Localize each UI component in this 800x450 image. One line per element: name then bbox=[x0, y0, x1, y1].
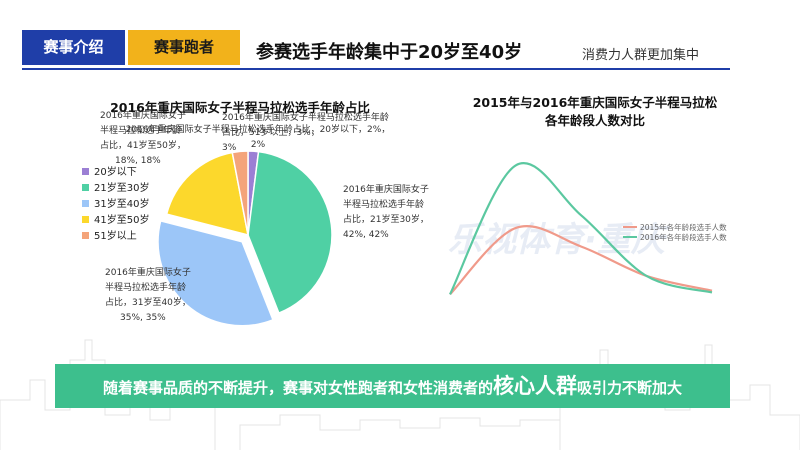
legend-swatch bbox=[82, 200, 89, 207]
data-label: 占比，41岁至50岁， bbox=[100, 139, 186, 151]
title-divider bbox=[22, 68, 730, 70]
legend-swatch bbox=[82, 232, 89, 239]
banner-suffix: 吸引力不断加大 bbox=[577, 379, 683, 397]
data-label: 占比，51岁以上，3%， bbox=[222, 126, 320, 138]
data-label: 3% bbox=[222, 143, 237, 153]
legend-label: 20岁以下 bbox=[94, 165, 137, 178]
data-label: 2016年重庆国际女子 bbox=[343, 183, 429, 195]
summary-banner: 随着赛事品质的不断提升，赛事对女性跑者和女性消费者的核心人群吸引力不断加大 bbox=[55, 364, 730, 408]
legend-swatch bbox=[82, 168, 89, 175]
legend-label: 2016年各年龄段选手人数 bbox=[640, 232, 727, 242]
data-label: 42%, 42% bbox=[343, 230, 389, 240]
data-label: 2016年重庆国际女子 bbox=[100, 109, 186, 121]
pie-slice bbox=[157, 219, 274, 327]
data-label: 半程马拉松选手年龄 bbox=[343, 198, 424, 210]
legend-label: 31岁至40岁 bbox=[94, 197, 149, 210]
data-label: 2016年重庆国际女子 bbox=[105, 266, 191, 278]
series-line bbox=[449, 225, 713, 296]
pie-slice bbox=[165, 151, 249, 237]
tab-event-intro[interactable]: 赛事介绍 bbox=[22, 30, 125, 65]
tab-event-runners[interactable]: 赛事跑者 bbox=[128, 30, 240, 65]
page-title: 参赛选手年龄集中于20岁至40岁 bbox=[256, 42, 523, 63]
legend-label: 41岁至50岁 bbox=[94, 213, 149, 226]
line-title-line1: 2015年与2016年重庆国际女子半程马拉松 bbox=[473, 95, 718, 110]
banner-highlight: 核心人群 bbox=[493, 374, 577, 398]
data-label: 2016年重庆国际女子半程马拉松选手年龄 bbox=[222, 111, 389, 123]
pie-slice bbox=[247, 150, 333, 315]
data-label: 占比，31岁至40岁， bbox=[105, 296, 191, 308]
legend-label: 21岁至30岁 bbox=[94, 181, 149, 194]
legend-label: 2015年各年龄段选手人数 bbox=[640, 222, 727, 232]
page-subtitle: 消费力人群更加集中 bbox=[582, 48, 700, 63]
data-label: 占比，21岁至30岁， bbox=[343, 213, 429, 225]
line-chart: 2015年与2016年重庆国际女子半程马拉松 各年龄段人数对比 2015年各年龄… bbox=[449, 95, 727, 296]
line-title-line2: 各年龄段人数对比 bbox=[544, 113, 646, 128]
legend-label: 51岁以上 bbox=[94, 229, 137, 242]
legend-swatch bbox=[82, 216, 89, 223]
pie-slice bbox=[231, 150, 249, 236]
series-line bbox=[449, 162, 713, 295]
data-label: 半程马拉松选手年龄 bbox=[100, 124, 181, 136]
pie-chart: 2016年重庆国际女子半程马拉松选手年龄占比 20岁以下 21岁至30岁 31岁至4… bbox=[82, 100, 429, 327]
pie-title: 2016年重庆国际女子半程马拉松选手年龄占比 bbox=[110, 100, 370, 115]
data-label: 2016年重庆国际女子半程马拉松选手年龄占比，20岁以下，2%， bbox=[126, 123, 391, 135]
data-label: 半程马拉松选手年龄 bbox=[105, 281, 186, 293]
data-label: 35%, 35% bbox=[120, 313, 166, 323]
data-label: 18%, 18% bbox=[115, 156, 161, 166]
banner-prefix: 随着赛事品质的不断提升，赛事对女性跑者和女性消费者的 bbox=[102, 379, 493, 397]
data-label: 2% bbox=[251, 140, 266, 150]
legend-swatch bbox=[82, 184, 89, 191]
